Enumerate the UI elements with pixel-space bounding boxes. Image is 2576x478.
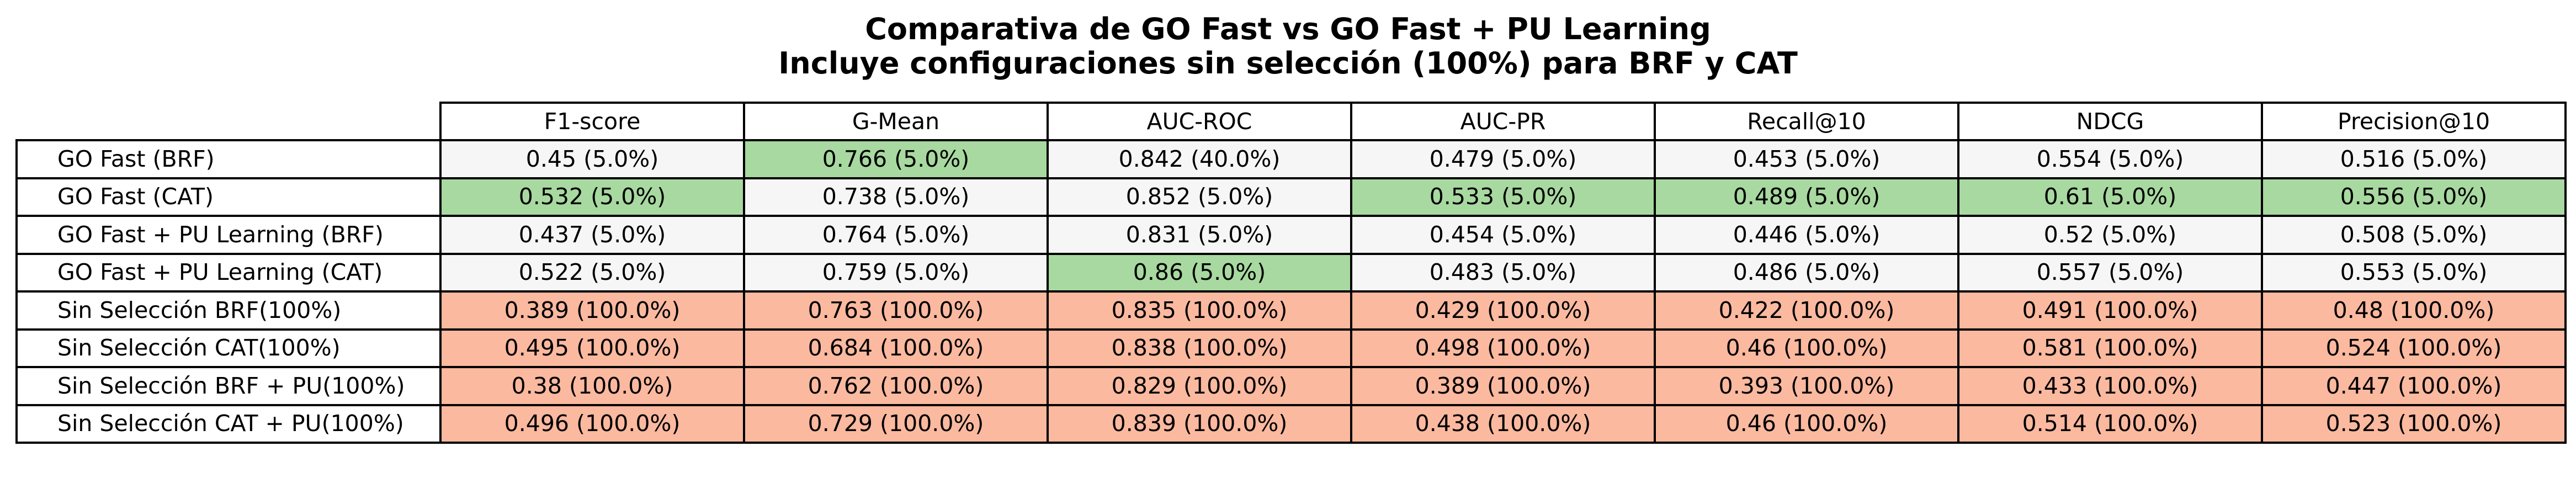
- row-label: GO Fast (BRF): [15, 139, 442, 179]
- row-label: GO Fast + PU Learning (BRF): [15, 215, 442, 255]
- table-cell: 0.581 (100.0%): [1957, 328, 2263, 368]
- column-header: F1-score: [439, 102, 745, 141]
- table-cell: 0.556 (5.0%): [2261, 177, 2567, 217]
- table-cell: 0.438 (100.0%): [1350, 403, 1656, 444]
- table-cell: 0.553 (5.0%): [2261, 252, 2567, 293]
- table-cell: 0.523 (100.0%): [2261, 403, 2567, 444]
- table-cell: 0.684 (100.0%): [743, 328, 1049, 368]
- table-cell: 0.524 (100.0%): [2261, 328, 2567, 368]
- table-cell: 0.389 (100.0%): [439, 290, 745, 331]
- table-cell: 0.762 (100.0%): [743, 366, 1049, 406]
- table-cell: 0.839 (100.0%): [1047, 403, 1352, 444]
- table-cell: 0.454 (5.0%): [1350, 215, 1656, 255]
- column-header: Recall@10: [1654, 102, 1959, 141]
- chart-title-line-2: Incluye configuraciones sin selección (1…: [778, 46, 1798, 81]
- table-cell: 0.479 (5.0%): [1350, 139, 1656, 179]
- table-cell: 0.48 (100.0%): [2261, 290, 2567, 331]
- table-cell: 0.508 (5.0%): [2261, 215, 2567, 255]
- row-label: Sin Selección CAT + PU(100%): [15, 403, 442, 444]
- table-cell: 0.61 (5.0%): [1957, 177, 2263, 217]
- table-cell: 0.829 (100.0%): [1047, 366, 1352, 406]
- table-cell: 0.86 (5.0%): [1047, 252, 1352, 293]
- row-label: Sin Selección BRF + PU(100%): [15, 366, 442, 406]
- table-cell: 0.554 (5.0%): [1957, 139, 2263, 179]
- table-cell: 0.852 (5.0%): [1047, 177, 1352, 217]
- table-cell: 0.422 (100.0%): [1654, 290, 1959, 331]
- table-cell: 0.831 (5.0%): [1047, 215, 1352, 255]
- table-cell: 0.486 (5.0%): [1654, 252, 1959, 293]
- table-cell: 0.52 (5.0%): [1957, 215, 2263, 255]
- column-header: G-Mean: [743, 102, 1049, 141]
- table-cell: 0.738 (5.0%): [743, 177, 1049, 217]
- row-label: Sin Selección CAT(100%): [15, 328, 442, 368]
- table-cell: 0.46 (100.0%): [1654, 328, 1959, 368]
- table-cell: 0.483 (5.0%): [1350, 252, 1656, 293]
- table-cell: 0.489 (5.0%): [1654, 177, 1959, 217]
- table-cell: 0.514 (100.0%): [1957, 403, 2263, 444]
- column-header: AUC-PR: [1350, 102, 1656, 141]
- table-cell: 0.429 (100.0%): [1350, 290, 1656, 331]
- table-cell: 0.522 (5.0%): [439, 252, 745, 293]
- table-cell: 0.495 (100.0%): [439, 328, 745, 368]
- table-cell: 0.393 (100.0%): [1654, 366, 1959, 406]
- table-cell: 0.532 (5.0%): [439, 177, 745, 217]
- table-cell: 0.838 (100.0%): [1047, 328, 1352, 368]
- table-cell: 0.842 (40.0%): [1047, 139, 1352, 179]
- table-cell: 0.533 (5.0%): [1350, 177, 1656, 217]
- chart-title-line-1: Comparativa de GO Fast vs GO Fast + PU L…: [865, 12, 1711, 46]
- table-cell: 0.516 (5.0%): [2261, 139, 2567, 179]
- table-cell: 0.45 (5.0%): [439, 139, 745, 179]
- table-cell: 0.496 (100.0%): [439, 403, 745, 444]
- row-label: GO Fast + PU Learning (CAT): [15, 252, 442, 293]
- table-cell: 0.433 (100.0%): [1957, 366, 2263, 406]
- table-cell: 0.46 (100.0%): [1654, 403, 1959, 444]
- table-cell: 0.557 (5.0%): [1957, 252, 2263, 293]
- row-label: Sin Selección BRF(100%): [15, 290, 442, 331]
- table-cell: 0.766 (5.0%): [743, 139, 1049, 179]
- column-header: AUC-ROC: [1047, 102, 1352, 141]
- table-cell: 0.764 (5.0%): [743, 215, 1049, 255]
- table-cell: 0.835 (100.0%): [1047, 290, 1352, 331]
- table-cell: 0.498 (100.0%): [1350, 328, 1656, 368]
- table-cell: 0.729 (100.0%): [743, 403, 1049, 444]
- table-cell: 0.38 (100.0%): [439, 366, 745, 406]
- column-header: NDCG: [1957, 102, 2263, 141]
- row-label: GO Fast (CAT): [15, 177, 442, 217]
- table-cell: 0.447 (100.0%): [2261, 366, 2567, 406]
- table-cell: 0.437 (5.0%): [439, 215, 745, 255]
- table-cell: 0.453 (5.0%): [1654, 139, 1959, 179]
- table-cell: 0.446 (5.0%): [1654, 215, 1959, 255]
- column-header: Precision@10: [2261, 102, 2567, 141]
- table-cell: 0.759 (5.0%): [743, 252, 1049, 293]
- table-cell: 0.763 (100.0%): [743, 290, 1049, 331]
- table-cell: 0.389 (100.0%): [1350, 366, 1656, 406]
- table-cell: 0.491 (100.0%): [1957, 290, 2263, 331]
